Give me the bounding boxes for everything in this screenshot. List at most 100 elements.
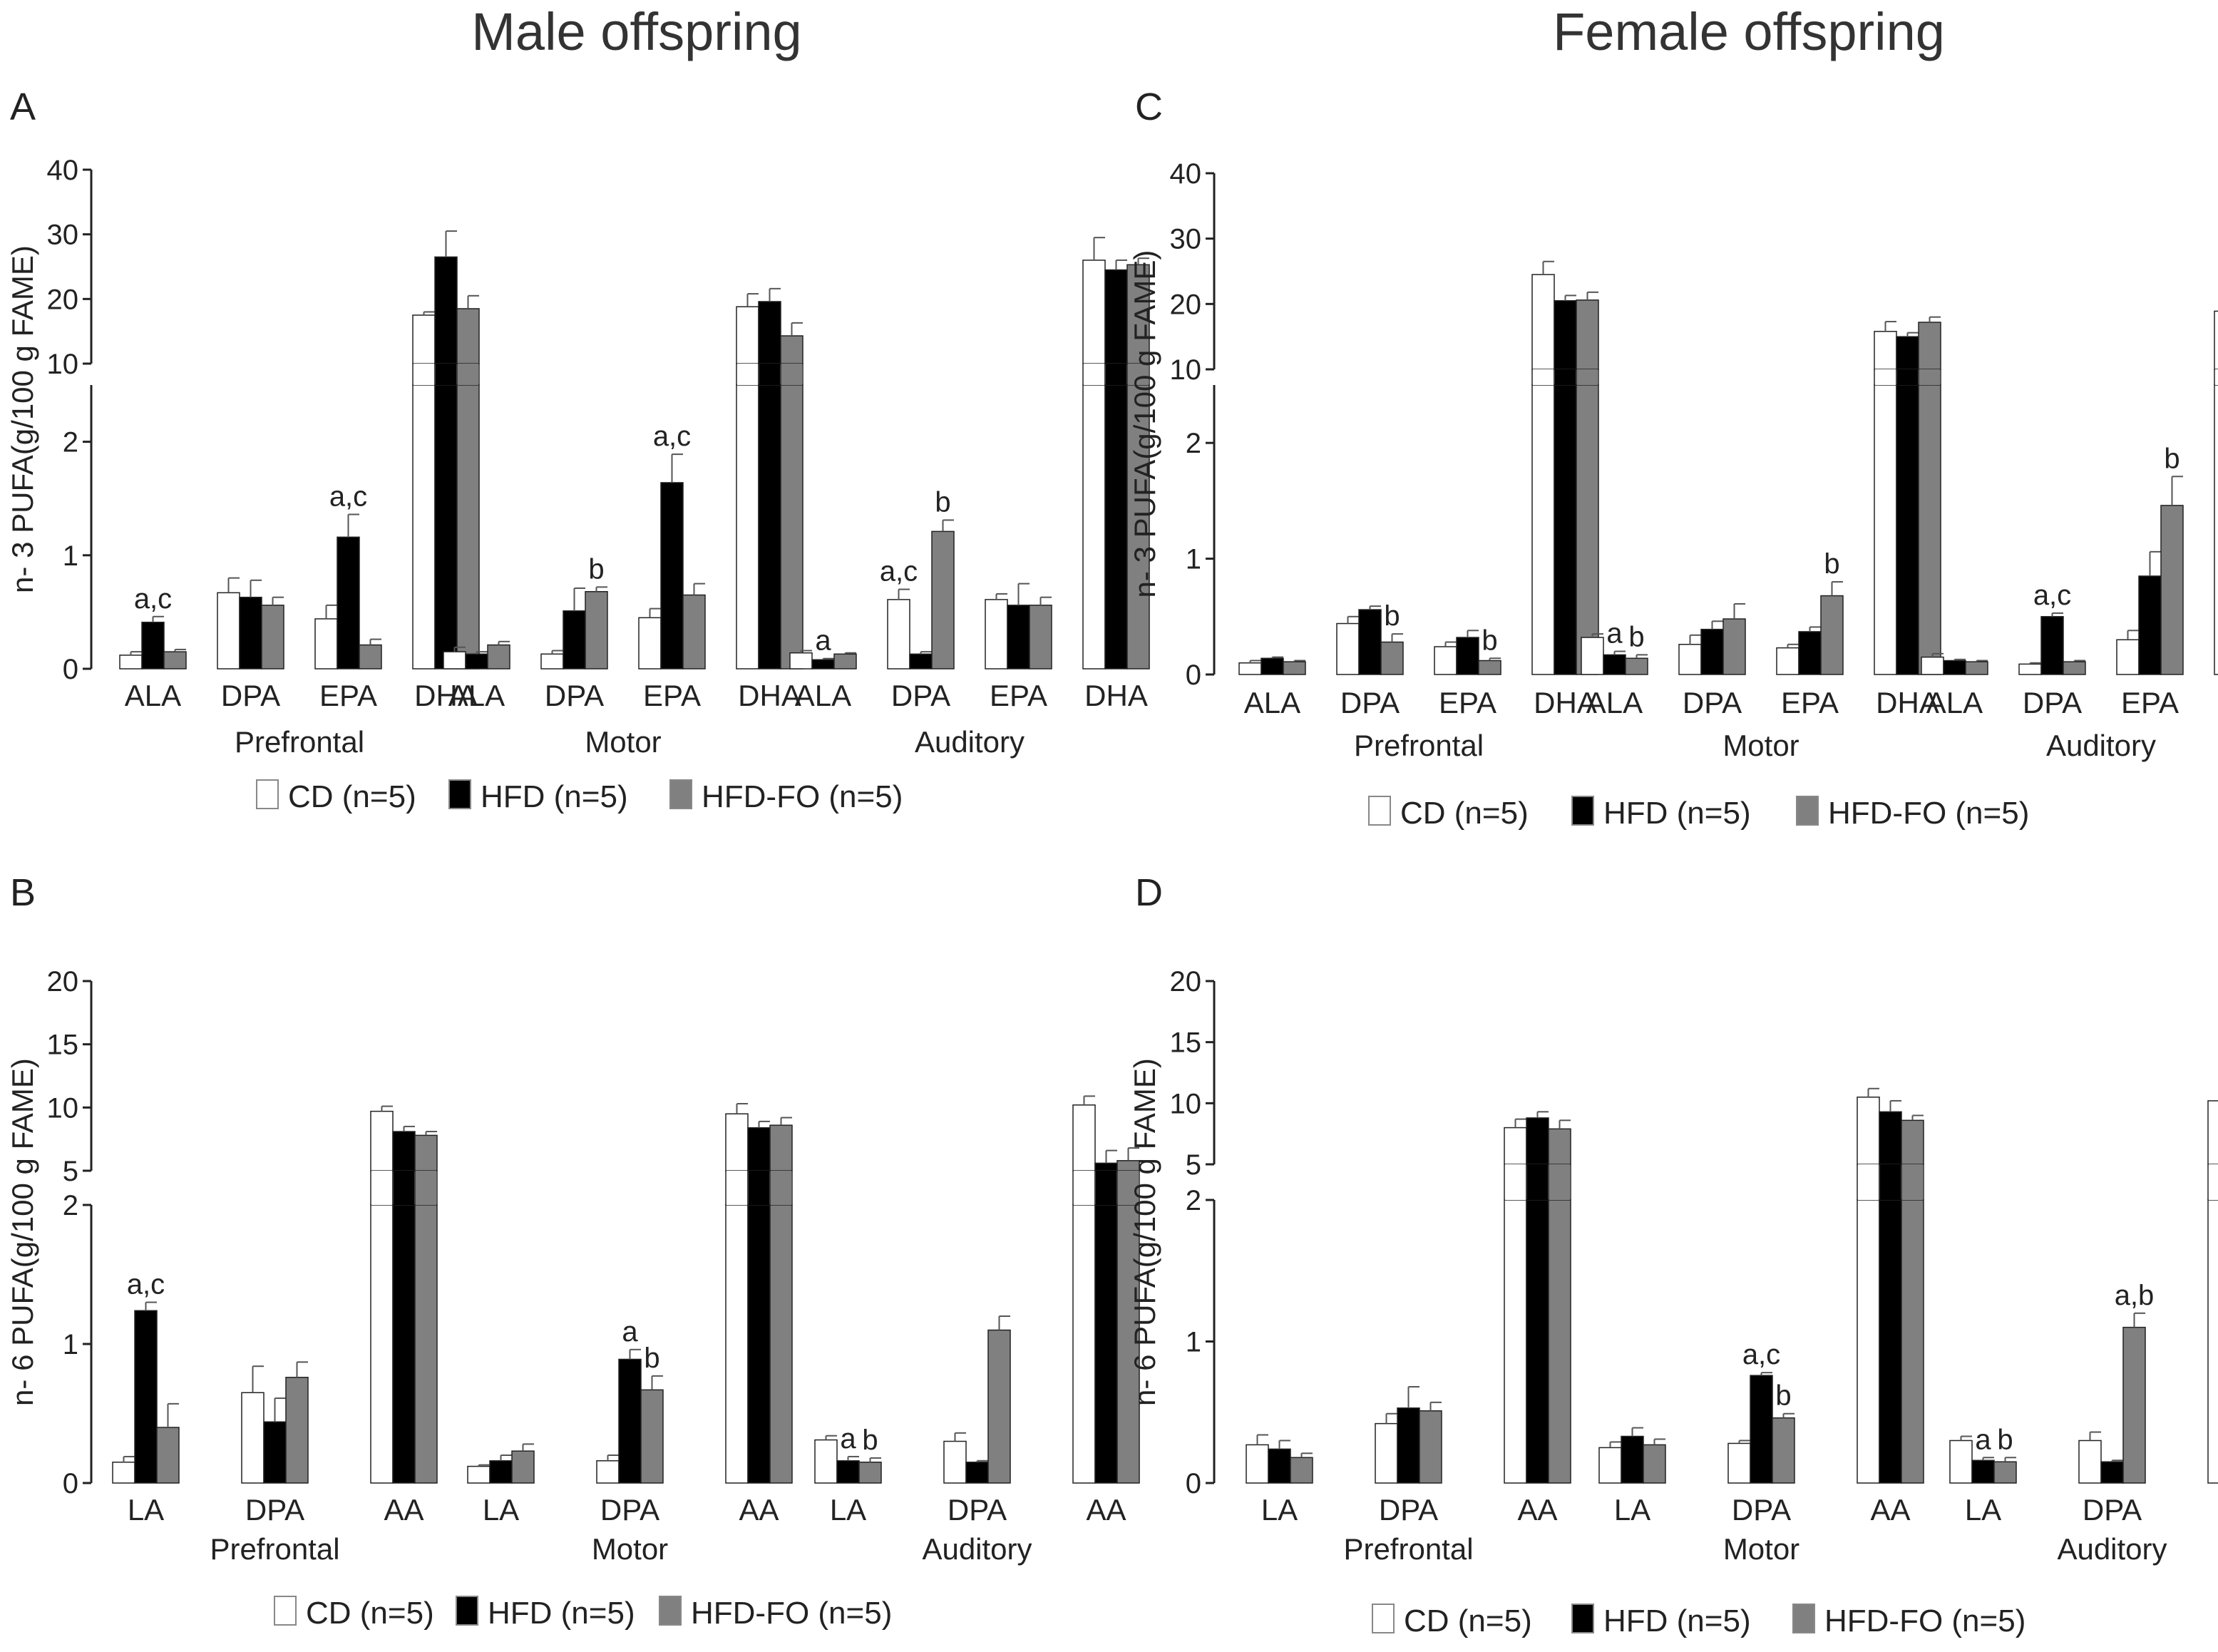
bar	[618, 1358, 642, 1484]
bar-break-fill	[1549, 1164, 1570, 1200]
significance-label: b	[2164, 443, 2180, 474]
bar	[1678, 644, 1702, 675]
bar-lower-segment	[758, 384, 781, 669]
bar-break-fill	[1128, 364, 1149, 385]
bar	[1375, 1422, 1398, 1484]
legend-label: CD (n=5)	[1404, 1604, 1532, 1638]
bar-upper-segment	[1531, 274, 1555, 370]
bar-upper-segment	[758, 301, 781, 364]
bar	[585, 590, 608, 669]
bar-break-fill	[1118, 1171, 1139, 1205]
bar-lower-segment	[736, 384, 759, 669]
bar-upper-segment	[1918, 322, 1941, 370]
bar	[1625, 657, 1648, 675]
legend-swatch	[448, 779, 471, 809]
y-tick-label: 0	[1186, 1468, 1201, 1499]
bar	[1776, 647, 1799, 675]
bar	[487, 644, 510, 669]
bar-break-fill	[1897, 369, 1918, 385]
bar-break-fill	[394, 1171, 414, 1205]
bar	[511, 1450, 535, 1484]
significance-label: a,c	[880, 556, 918, 588]
bar	[985, 599, 1008, 669]
category-label: EPA	[643, 679, 701, 712]
bar-upper-segment	[1126, 264, 1150, 364]
bar	[789, 652, 813, 669]
y-axis-label: n- 6 PUFA(g/100 g FAME)	[6, 1058, 39, 1406]
y-tick-label: 2	[63, 427, 78, 458]
significance-label: b	[644, 1343, 659, 1374]
bar-break-fill	[1527, 1164, 1548, 1200]
bar-break-fill	[458, 364, 478, 385]
significance-label: a,c	[134, 583, 172, 615]
y-tick-label: 20	[1170, 966, 1202, 997]
bar	[217, 592, 240, 669]
bar	[1993, 1461, 2017, 1484]
y-tick-label: 5	[1186, 1149, 1201, 1181]
bar-upper-segment	[1879, 1111, 1902, 1165]
bar-break-fill	[1505, 1164, 1526, 1200]
significance-label: b	[1482, 625, 1497, 656]
category-label: DHA	[738, 679, 801, 712]
bar	[134, 1310, 158, 1484]
region-label: Motor	[585, 725, 661, 759]
bar-break-fill	[2215, 369, 2218, 385]
category-label: DPA	[2083, 1493, 2142, 1527]
bar-lower-segment	[392, 1204, 416, 1484]
legend-label: HFD (n=5)	[481, 779, 628, 814]
legend-swatch	[1571, 1604, 1594, 1633]
bar	[2160, 505, 2184, 675]
y-tick-label: 2	[63, 1190, 78, 1221]
bar-upper-segment	[1094, 1162, 1118, 1171]
significance-label: b	[862, 1425, 878, 1456]
y-tick-label: 10	[1170, 1088, 1202, 1119]
bar-upper-segment	[747, 1127, 771, 1171]
bar-lower-segment	[725, 1204, 749, 1484]
bar-break-fill	[436, 364, 456, 385]
bar-break-fill	[737, 364, 758, 385]
bar	[660, 482, 684, 669]
region-label: Motor	[1722, 729, 1799, 762]
bar-break-fill	[749, 1171, 769, 1205]
significance-label: b	[1628, 621, 1644, 652]
significance-label: a,c	[329, 481, 367, 512]
bar	[965, 1462, 989, 1484]
bar	[1943, 660, 1966, 675]
region-label: Motor	[592, 1532, 668, 1566]
bar-break-fill	[1858, 1164, 1879, 1200]
region-label: Prefrontal	[235, 725, 364, 759]
significance-label: a,c	[127, 1269, 165, 1300]
y-tick-label: 2	[1186, 1185, 1201, 1216]
category-label: DHA	[1534, 686, 1597, 719]
bar-lower-segment	[1531, 384, 1555, 675]
bar	[1397, 1407, 1420, 1484]
bar	[640, 1389, 664, 1484]
bar-lower-segment	[1554, 384, 1577, 675]
bar	[563, 610, 586, 669]
bar	[1434, 646, 1457, 675]
bar-upper-segment	[434, 256, 458, 364]
bar	[1643, 1444, 1666, 1484]
bar	[1290, 1457, 1313, 1484]
bar	[1456, 637, 1479, 675]
y-tick-label: 10	[47, 1092, 79, 1124]
significance-label: a	[622, 1316, 638, 1348]
category-label: ALA	[1244, 686, 1300, 719]
bar	[596, 1460, 620, 1484]
bar	[1336, 622, 1360, 675]
bar-lower-segment	[1874, 384, 1897, 675]
bar-upper-segment	[412, 314, 436, 364]
legend-swatch	[1368, 796, 1391, 826]
bar	[2116, 639, 2140, 675]
bar	[443, 651, 466, 669]
bar-lower-segment	[769, 1204, 793, 1484]
category-label: AA	[1086, 1493, 1126, 1527]
category-label: DPA	[1683, 686, 1742, 719]
y-tick-label: 2	[1186, 428, 1201, 459]
significance-label: b	[1775, 1380, 1791, 1412]
legend-swatch	[659, 1596, 682, 1626]
bar-lower-segment	[1082, 384, 1106, 669]
region-label: Prefrontal	[1343, 1532, 1473, 1566]
y-tick-label: 40	[1170, 158, 1202, 190]
bar	[1029, 605, 1052, 669]
